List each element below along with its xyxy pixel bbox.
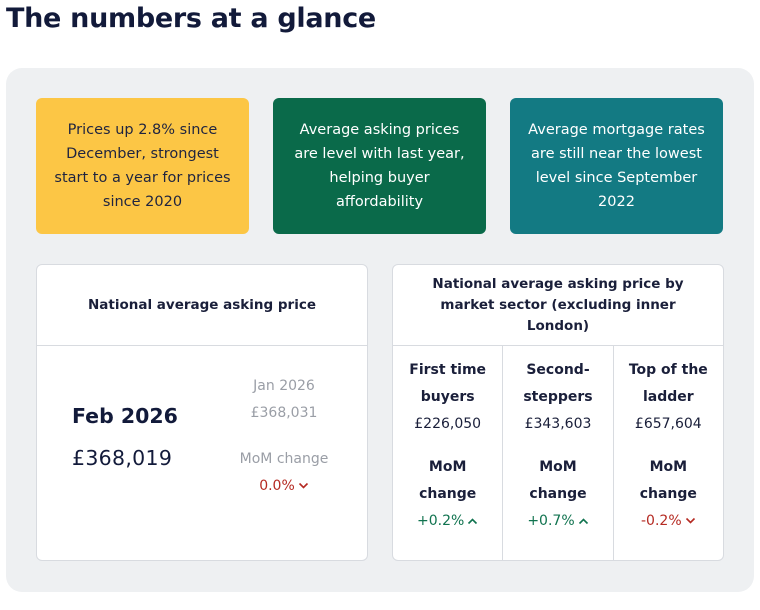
mom-label-line1: MoM [428, 459, 467, 475]
sector-card-title: National average asking price by market … [393, 265, 723, 346]
chevron-up-icon [578, 518, 588, 525]
sector-mom-change: -0.2% [614, 508, 723, 535]
sector-name-line1: Top of the [628, 362, 708, 378]
highlight-card-price-growth: Prices up 2.8% since December, strongest… [36, 98, 249, 234]
sector-mom-label: MoM change [614, 454, 723, 508]
sector-name-line1: Second- [526, 362, 590, 378]
national-card-title: National average asking price [37, 265, 367, 346]
national-average-card: National average asking price Feb 2026 £… [36, 264, 368, 561]
previous-value: £368,031 [250, 405, 318, 421]
sector-name: Second- steppers [503, 357, 612, 411]
highlight-card-mortgage-rates: Average mortgage rates are still near th… [510, 98, 723, 234]
mom-label-line2: change [419, 486, 477, 502]
sector-name: Top of the ladder [614, 357, 723, 411]
sector-price: £657,604 [634, 416, 702, 432]
chevron-down-icon [298, 482, 308, 489]
summary-panel: Prices up 2.8% since December, strongest… [6, 68, 754, 592]
mom-change-text: 0.0% [259, 478, 295, 494]
sector-columns: First time buyers £226,050 MoM change +0… [393, 346, 723, 560]
sector-change-text: -0.2% [641, 513, 682, 529]
sector-change-text: +0.2% [417, 513, 465, 529]
sector-name-line2: ladder [642, 389, 694, 405]
current-value: £368,019 [72, 446, 173, 470]
mom-change-value: 0.0% [223, 478, 345, 494]
current-month: Feb 2026 [72, 404, 178, 428]
sector-name-line2: steppers [523, 389, 593, 405]
sector-name-line1: First time [409, 362, 487, 378]
sector-first-time-buyers: First time buyers £226,050 MoM change +0… [393, 346, 502, 560]
sector-second-steppers: Second- steppers £343,603 MoM change +0.… [502, 346, 612, 560]
mom-label-line2: change [639, 486, 697, 502]
sector-mom-label: MoM change [503, 454, 612, 508]
sector-name: First time buyers [393, 357, 502, 411]
sector-top-of-the-ladder: Top of the ladder £657,604 MoM change -0… [612, 346, 723, 560]
sector-mom-change: +0.2% [393, 508, 502, 535]
chevron-up-icon [468, 518, 478, 525]
sector-mom-label: MoM change [393, 454, 502, 508]
sector-price: £343,603 [524, 416, 592, 432]
sector-average-card: National average asking price by market … [392, 264, 724, 561]
chevron-down-icon [685, 517, 695, 524]
highlight-text: Prices up 2.8% since December, strongest… [54, 122, 231, 210]
mom-label-line2: change [529, 486, 587, 502]
sector-name-line2: buyers [420, 389, 475, 405]
highlight-card-affordability: Average asking prices are level with las… [273, 98, 486, 234]
national-card-body: Feb 2026 £368,019 Jan 2026 £368,031 MoM … [37, 346, 367, 560]
mom-change-label: MoM change [239, 451, 329, 467]
previous-month: Jan 2026 [253, 378, 315, 394]
page-title: The numbers at a glance [6, 3, 376, 34]
highlight-text: Average mortgage rates are still near th… [528, 122, 705, 210]
highlight-text: Average asking prices are level with las… [294, 122, 465, 210]
sector-mom-change: +0.7% [503, 508, 612, 535]
mom-label-line1: MoM [649, 459, 688, 475]
sector-price: £226,050 [414, 416, 482, 432]
mom-label-line1: MoM [539, 459, 577, 475]
sector-change-text: +0.7% [527, 513, 575, 529]
